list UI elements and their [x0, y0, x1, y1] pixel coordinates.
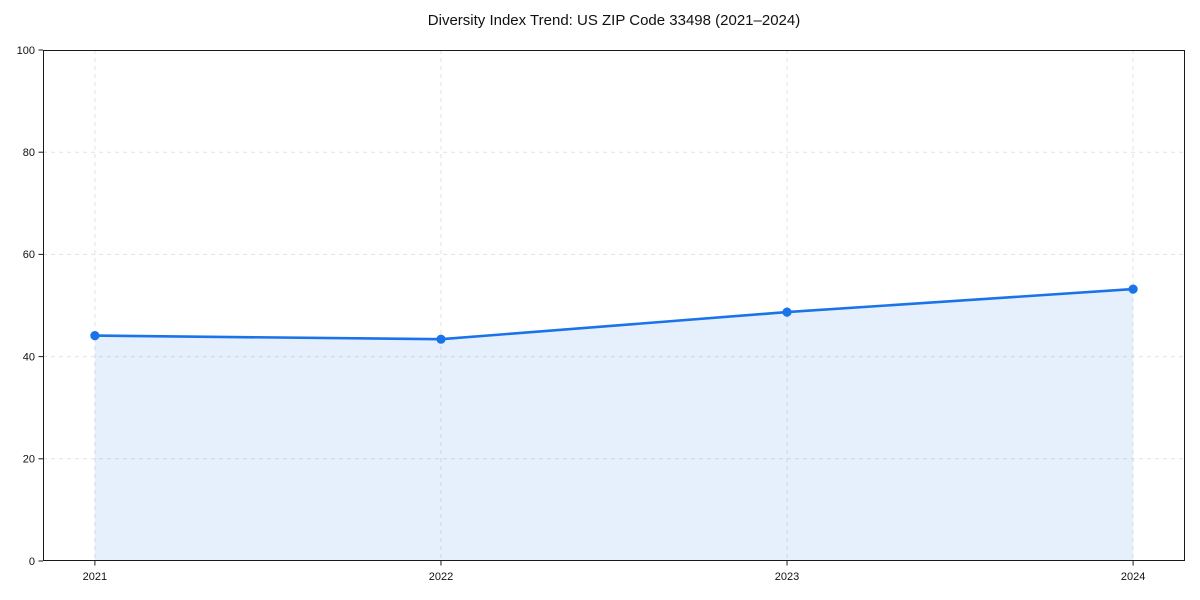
y-tick-label-0: 0: [29, 556, 35, 568]
chart-title: Diversity Index Trend: US ZIP Code 33498…: [427, 12, 801, 29]
trend-line: [93, 287, 1135, 341]
data-point-2024: [1128, 284, 1138, 294]
plot-border: [43, 50, 1185, 561]
x-tick-label-2022: 2022: [429, 571, 453, 583]
x-tick-label-2023: 2023: [775, 571, 799, 583]
y-tick-label-100: 100: [17, 45, 35, 57]
line-chart-plot: 0 20 40 60 80 100 2021 2022 2023 2024: [17, 45, 1185, 583]
y-tick-label-40: 40: [23, 351, 35, 363]
y-tick-label-80: 80: [23, 147, 35, 159]
area-fill: [94, 289, 1134, 561]
y-tick-label-20: 20: [23, 454, 35, 466]
data-point-2023: [782, 307, 792, 317]
data-point-2022: [436, 334, 446, 344]
y-tick-label-60: 60: [23, 249, 35, 261]
data-point-2021: [90, 331, 100, 341]
x-tick-label-2024: 2024: [1121, 571, 1145, 583]
x-tick-label-2021: 2021: [83, 571, 107, 583]
